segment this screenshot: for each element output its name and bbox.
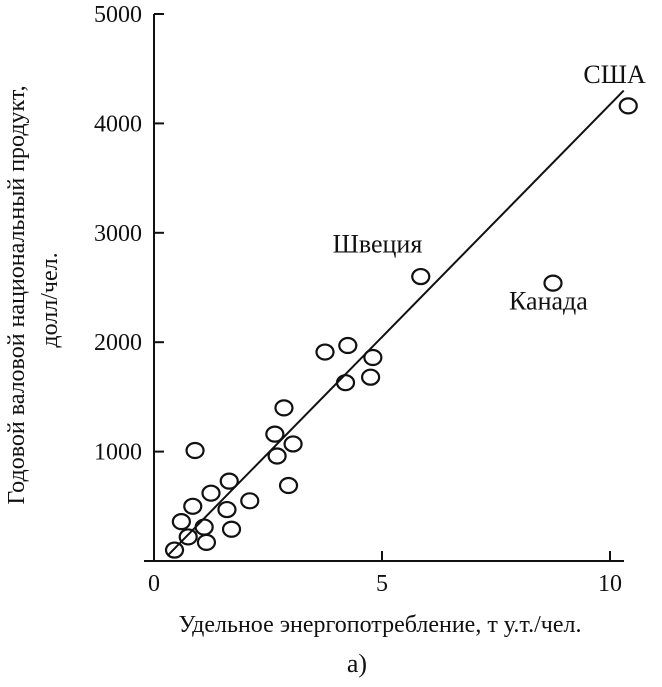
data-point: [335, 374, 356, 392]
data-point: [183, 497, 203, 515]
annotations: США Швеция Канада: [333, 60, 646, 315]
data-point: [240, 492, 260, 510]
data-point: [178, 528, 198, 546]
x-tick-label: 10: [598, 571, 622, 597]
data-point: [221, 520, 242, 538]
y-axis-label-line2: долл/чел.: [37, 252, 63, 347]
figure-caption: а): [347, 649, 367, 678]
data-point: [543, 274, 563, 292]
y-tick-label: 2000: [94, 330, 142, 356]
data-point: [315, 343, 335, 361]
y-tick-label: 1000: [94, 440, 142, 466]
data-point: [171, 513, 191, 531]
data-point: [194, 518, 214, 536]
data-point: [618, 97, 638, 115]
data-point: [283, 435, 303, 453]
y-tick-label: 5000: [94, 2, 142, 28]
x-tick-label: 0: [148, 571, 160, 597]
data-point: [265, 425, 285, 443]
axes: [144, 14, 624, 562]
x-tick-label: 5: [376, 571, 388, 597]
annotation-label: США: [583, 60, 646, 89]
annotation-label: Швеция: [333, 229, 423, 258]
data-point: [219, 472, 239, 490]
ticks: 1000 2000 3000 4000 5000 0 5 10: [94, 2, 622, 597]
annotation-label: Канада: [509, 286, 588, 315]
data-point: [411, 267, 431, 286]
y-axis-label-line1: Годовой валовой национальный продукт,: [4, 85, 30, 504]
trend-line-group: [166, 89, 625, 557]
trend-line: [166, 89, 625, 557]
x-axis-label: Удельное энергопотребление, т у.т./чел.: [179, 612, 582, 638]
data-point: [338, 336, 358, 355]
y-tick-label: 4000: [94, 111, 142, 137]
data-point: [361, 368, 381, 386]
data-point: [363, 348, 383, 367]
data-point: [274, 399, 294, 417]
data-point: [164, 541, 185, 559]
data-point: [267, 447, 287, 465]
data-point: [196, 533, 217, 552]
data-point: [185, 441, 205, 460]
data-point: [278, 476, 299, 495]
data-point: [201, 484, 221, 502]
data-point: [217, 500, 237, 519]
data-points: [164, 97, 638, 559]
y-tick-label: 3000: [94, 221, 142, 247]
